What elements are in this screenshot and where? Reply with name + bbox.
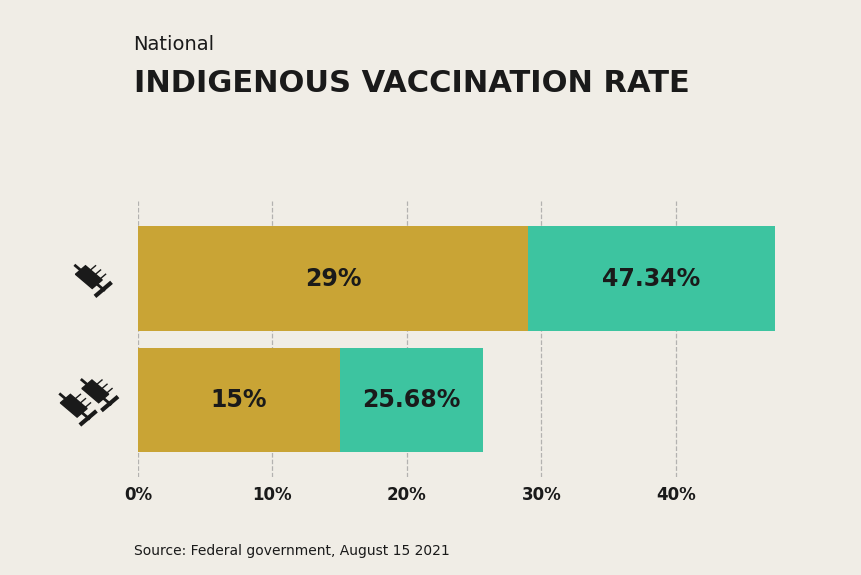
- Bar: [60, 394, 87, 417]
- Text: Source: Federal government, August 15 2021: Source: Federal government, August 15 20…: [133, 544, 449, 558]
- Bar: [339, 347, 483, 453]
- Text: 15%: 15%: [210, 388, 267, 412]
- Text: 29%: 29%: [304, 267, 361, 290]
- Bar: [138, 226, 527, 331]
- Text: National: National: [133, 34, 214, 53]
- Text: INDIGENOUS VACCINATION RATE: INDIGENOUS VACCINATION RATE: [133, 69, 689, 98]
- Bar: [82, 380, 108, 402]
- Bar: [75, 266, 102, 289]
- Text: 47.34%: 47.34%: [601, 267, 699, 290]
- Text: 25.68%: 25.68%: [362, 388, 460, 412]
- Bar: [138, 347, 339, 453]
- Bar: [527, 226, 774, 331]
